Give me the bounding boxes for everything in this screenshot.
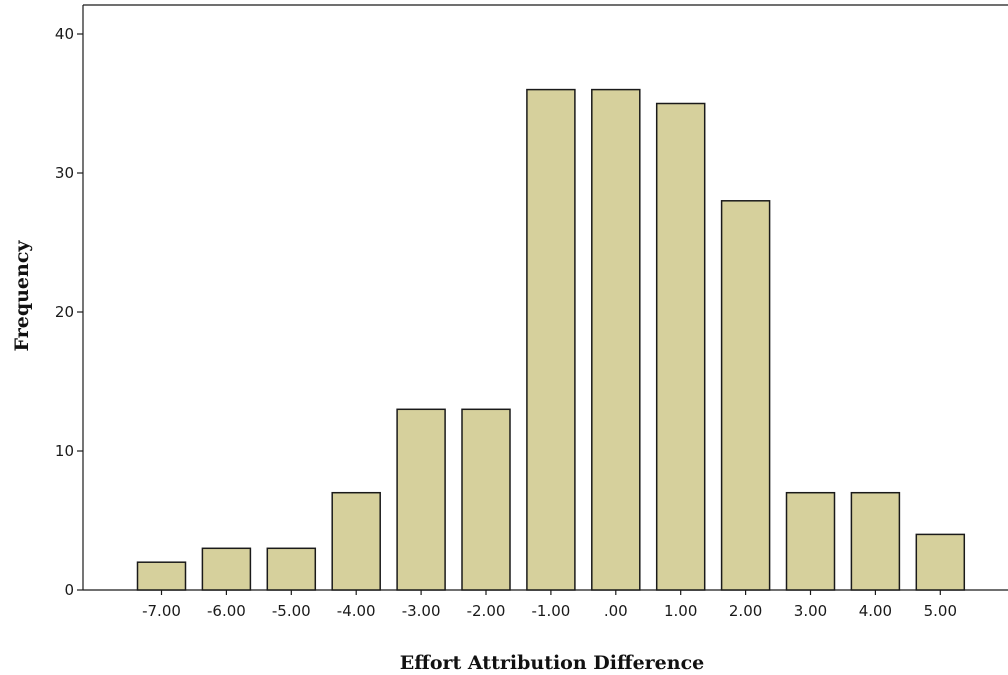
x-tick-label: .00 xyxy=(604,602,628,620)
bar--7.00 xyxy=(136,561,187,591)
bar-4.00 xyxy=(850,491,901,591)
x-tick-label: -2.00 xyxy=(467,602,506,620)
bar--2.00 xyxy=(461,408,511,591)
x-tick-label: -5.00 xyxy=(272,602,311,620)
y-tick-label: 0 xyxy=(64,581,74,599)
bars xyxy=(136,88,966,591)
y-tick-label: 40 xyxy=(55,25,74,43)
bar-.00 xyxy=(591,88,641,591)
bar-5.00 xyxy=(915,533,966,591)
bar-3.00 xyxy=(785,491,836,591)
y-axis-title: Frequency xyxy=(11,240,33,352)
x-tick-label: -1.00 xyxy=(531,602,570,620)
y-tick-label: 10 xyxy=(55,442,74,460)
y-tick-label: 20 xyxy=(55,303,74,321)
x-tick-label: -7.00 xyxy=(142,602,181,620)
x-tick-label: 5.00 xyxy=(924,602,957,620)
bar--5.00 xyxy=(266,547,317,591)
x-tick-label: 1.00 xyxy=(664,602,697,620)
x-axis: -7.00 -6.00 -5.00 -4.00 -3.00 -2.00 -1.00 .00 1.… xyxy=(142,590,957,620)
x-tick-label: -3.00 xyxy=(402,602,441,620)
x-tick-label: 3.00 xyxy=(794,602,827,620)
bar-1.00 xyxy=(655,102,706,591)
y-tick-label: 30 xyxy=(55,164,74,182)
bar--3.00 xyxy=(396,408,446,591)
x-tick-label: 2.00 xyxy=(729,602,762,620)
x-axis-title: Effort Attribution Difference xyxy=(400,652,704,674)
bar--1.00 xyxy=(526,88,576,591)
x-tick-label: -6.00 xyxy=(207,602,246,620)
x-tick-label: -4.00 xyxy=(337,602,376,620)
bar--6.00 xyxy=(201,547,252,591)
y-axis: 0 10 20 30 40 xyxy=(55,25,83,599)
x-tick-label: 4.00 xyxy=(859,602,892,620)
bar--4.00 xyxy=(331,491,381,591)
bar-2.00 xyxy=(720,200,771,591)
